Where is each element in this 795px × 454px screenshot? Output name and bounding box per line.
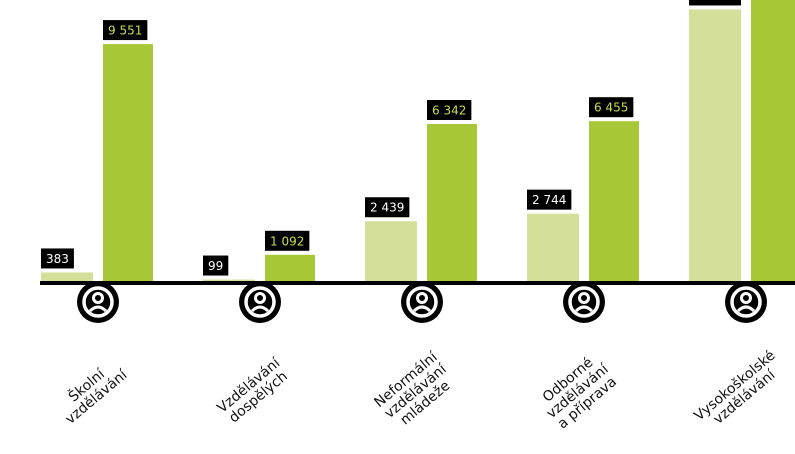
value-label-text: 10 940 (694, 0, 736, 3)
icon-head (578, 292, 590, 304)
icon-body (250, 305, 270, 313)
bar (365, 221, 417, 282)
value-label: 2 439 (365, 197, 410, 218)
value-label: 9 551 (103, 20, 148, 41)
value-label-box (365, 197, 410, 218)
value-label-text: 1 092 (270, 234, 304, 248)
value-label-text: 2 439 (370, 201, 404, 215)
value-label-text: 2 744 (532, 193, 566, 207)
value-label-box (103, 20, 148, 41)
icon-body (574, 305, 594, 313)
value-label-box (203, 255, 229, 276)
icon-ring (406, 286, 438, 318)
category-icon (77, 281, 119, 323)
icon-body (736, 305, 756, 313)
value-label: 10 940 (689, 0, 741, 6)
icon-head (740, 292, 752, 304)
icon-body (88, 305, 108, 313)
icon-ring (568, 286, 600, 318)
bar (751, 0, 795, 282)
bar (265, 254, 315, 282)
bar (41, 272, 93, 282)
icon-ring (82, 286, 114, 318)
value-label-text: 6 342 (432, 104, 466, 118)
value-label: 2 744 (527, 189, 572, 210)
value-label-box (527, 189, 572, 210)
category-icon (401, 281, 443, 323)
value-label-box (41, 248, 74, 269)
category-icon (725, 281, 767, 323)
value-label-box (265, 230, 310, 251)
icon-head (254, 292, 266, 304)
value-label-text: 9 551 (108, 24, 142, 38)
value-label-text: 383 (46, 252, 69, 266)
bar (527, 213, 579, 282)
bar (203, 279, 255, 282)
value-label: 99 (203, 255, 229, 276)
icon-ring (244, 286, 276, 318)
icon-head (416, 292, 428, 304)
icon-head (92, 292, 104, 304)
bar (103, 44, 153, 283)
bar (589, 121, 639, 283)
category-icon (563, 281, 605, 323)
value-label: 1 092 (265, 230, 310, 251)
value-label-text: 6 455 (594, 101, 628, 115)
value-label: 6 342 (427, 100, 472, 121)
value-label-text: 99 (208, 259, 223, 273)
value-label-box (427, 100, 472, 121)
category-icon (239, 281, 281, 323)
icon-body (412, 305, 432, 313)
value-label-box (589, 97, 634, 118)
bar (689, 9, 741, 282)
value-label: 6 455 (589, 97, 634, 118)
value-label: 383 (41, 248, 74, 269)
bar (427, 124, 477, 282)
icon-ring (730, 286, 762, 318)
value-label-box (689, 0, 741, 6)
